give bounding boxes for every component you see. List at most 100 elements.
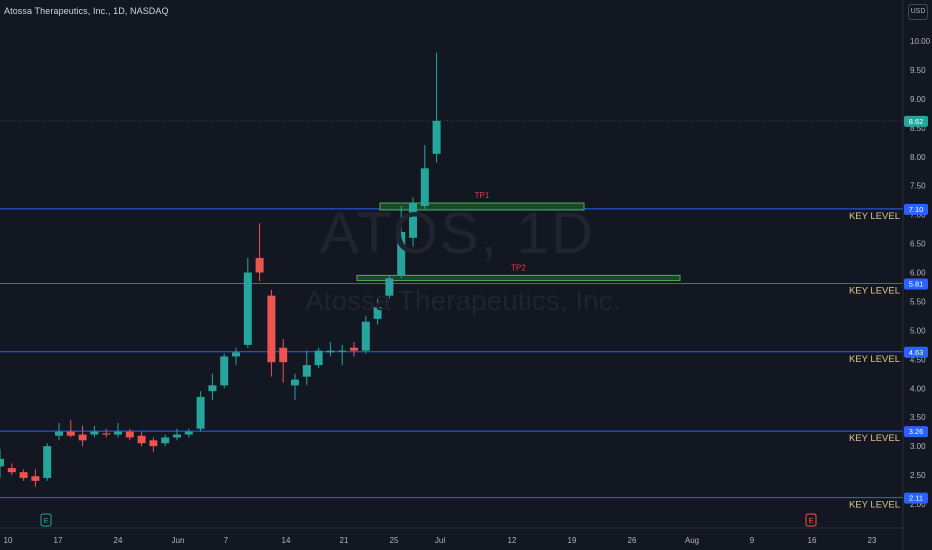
candle-body bbox=[373, 307, 382, 319]
candle bbox=[420, 145, 429, 209]
y-tick-label: 8.50 bbox=[910, 124, 926, 133]
candle-body bbox=[125, 431, 134, 438]
candle bbox=[184, 428, 193, 438]
key-level-price-tag-text: 3.26 bbox=[909, 427, 924, 436]
candle bbox=[409, 197, 417, 247]
candle-body bbox=[7, 468, 16, 473]
candle bbox=[373, 298, 382, 325]
y-tick-label: 4.00 bbox=[910, 384, 926, 393]
x-tick-label: 21 bbox=[340, 536, 349, 545]
candle bbox=[397, 205, 406, 279]
candle-body bbox=[279, 347, 288, 363]
current-price-tag-text: 8.62 bbox=[909, 117, 924, 126]
candle bbox=[149, 437, 158, 452]
y-tick-label: 10.00 bbox=[910, 37, 931, 46]
candle-body bbox=[420, 168, 429, 206]
key-level-label: KEY LEVEL bbox=[849, 433, 900, 444]
candle-body bbox=[196, 396, 205, 429]
candle bbox=[279, 339, 288, 383]
key-level-label: KEY LEVEL bbox=[849, 285, 900, 296]
candle bbox=[31, 469, 40, 487]
earnings-marker bbox=[40, 513, 52, 527]
candle-body bbox=[114, 431, 122, 435]
candle bbox=[291, 373, 299, 400]
candlesticks bbox=[0, 52, 441, 487]
candle-body bbox=[55, 431, 63, 436]
candle-body bbox=[243, 272, 252, 345]
candle bbox=[302, 350, 311, 386]
candle bbox=[361, 315, 370, 354]
candle bbox=[314, 347, 323, 368]
key-level-price-tag bbox=[904, 278, 928, 290]
candle bbox=[326, 341, 335, 357]
key-level-price-tag-text: 5.81 bbox=[909, 279, 924, 288]
key-level-price-tag-text: 2.11 bbox=[909, 494, 923, 503]
x-tick-label: 7 bbox=[224, 536, 229, 545]
y-tick-label: 3.50 bbox=[910, 413, 926, 422]
candle bbox=[232, 347, 240, 366]
candle-body bbox=[291, 379, 299, 386]
candle-body bbox=[78, 434, 87, 441]
x-tick-label: Jul bbox=[435, 536, 445, 545]
tp-zone bbox=[379, 202, 585, 211]
candle bbox=[338, 344, 347, 366]
key-level-price-tag bbox=[904, 346, 928, 358]
candle bbox=[255, 223, 264, 282]
y-tick-label: 7.50 bbox=[910, 182, 926, 191]
x-tick-label: 23 bbox=[868, 536, 877, 545]
key-level-price-tag-text: 4.63 bbox=[909, 348, 924, 357]
key-level-label: KEY LEVEL bbox=[849, 500, 900, 511]
candle bbox=[208, 373, 217, 400]
tp-zone bbox=[356, 274, 681, 282]
x-tick-label: 24 bbox=[114, 536, 123, 545]
candle-body bbox=[255, 258, 264, 273]
candle-body bbox=[350, 347, 358, 351]
candle-body bbox=[267, 295, 276, 363]
candle-body bbox=[314, 350, 323, 366]
candle bbox=[7, 463, 16, 476]
candle bbox=[243, 258, 252, 348]
tp-label: TP2 bbox=[511, 263, 526, 272]
candle-body bbox=[149, 440, 158, 447]
candle bbox=[173, 428, 181, 441]
candle bbox=[432, 52, 441, 163]
x-tick-label: 14 bbox=[282, 536, 291, 545]
candle-body bbox=[326, 350, 335, 353]
y-tick-label: 9.50 bbox=[910, 66, 926, 75]
candle-body bbox=[338, 350, 347, 352]
key-level-price-tag-text: 7.10 bbox=[909, 205, 924, 214]
candle bbox=[350, 341, 358, 357]
key-level-label: KEY LEVEL bbox=[849, 211, 900, 222]
candle-body bbox=[432, 120, 441, 154]
y-tick-label: 4.50 bbox=[910, 355, 926, 364]
candle bbox=[161, 434, 170, 447]
candle-body bbox=[161, 437, 170, 444]
candle bbox=[78, 425, 87, 447]
x-tick-label: 10 bbox=[4, 536, 13, 545]
candle-body bbox=[102, 433, 111, 435]
candle-body bbox=[385, 278, 394, 296]
candle-body bbox=[302, 365, 311, 377]
key-level-price-tag bbox=[904, 203, 928, 215]
candle bbox=[19, 469, 28, 481]
key-level-price-tag bbox=[904, 426, 928, 438]
candle bbox=[114, 422, 122, 438]
earnings-marker bbox=[805, 513, 817, 527]
x-tick-label: 25 bbox=[390, 536, 399, 545]
candle bbox=[55, 422, 63, 441]
candle-body bbox=[173, 434, 181, 438]
y-tick-label: 6.50 bbox=[910, 240, 926, 249]
candle-body bbox=[0, 458, 4, 467]
candle bbox=[137, 431, 146, 447]
x-tick-label: 9 bbox=[750, 536, 755, 545]
currency-selector[interactable]: USD bbox=[908, 4, 928, 20]
candle-body bbox=[409, 203, 417, 238]
candle-body bbox=[90, 431, 99, 435]
x-tick-label: 17 bbox=[54, 536, 63, 545]
candle-body bbox=[397, 231, 406, 276]
watermark-name: Atossa Therapeutics, Inc. bbox=[305, 285, 621, 316]
candle-body bbox=[19, 472, 28, 478]
x-tick-label: Jun bbox=[172, 536, 185, 545]
key-level-price-tag bbox=[904, 492, 928, 504]
